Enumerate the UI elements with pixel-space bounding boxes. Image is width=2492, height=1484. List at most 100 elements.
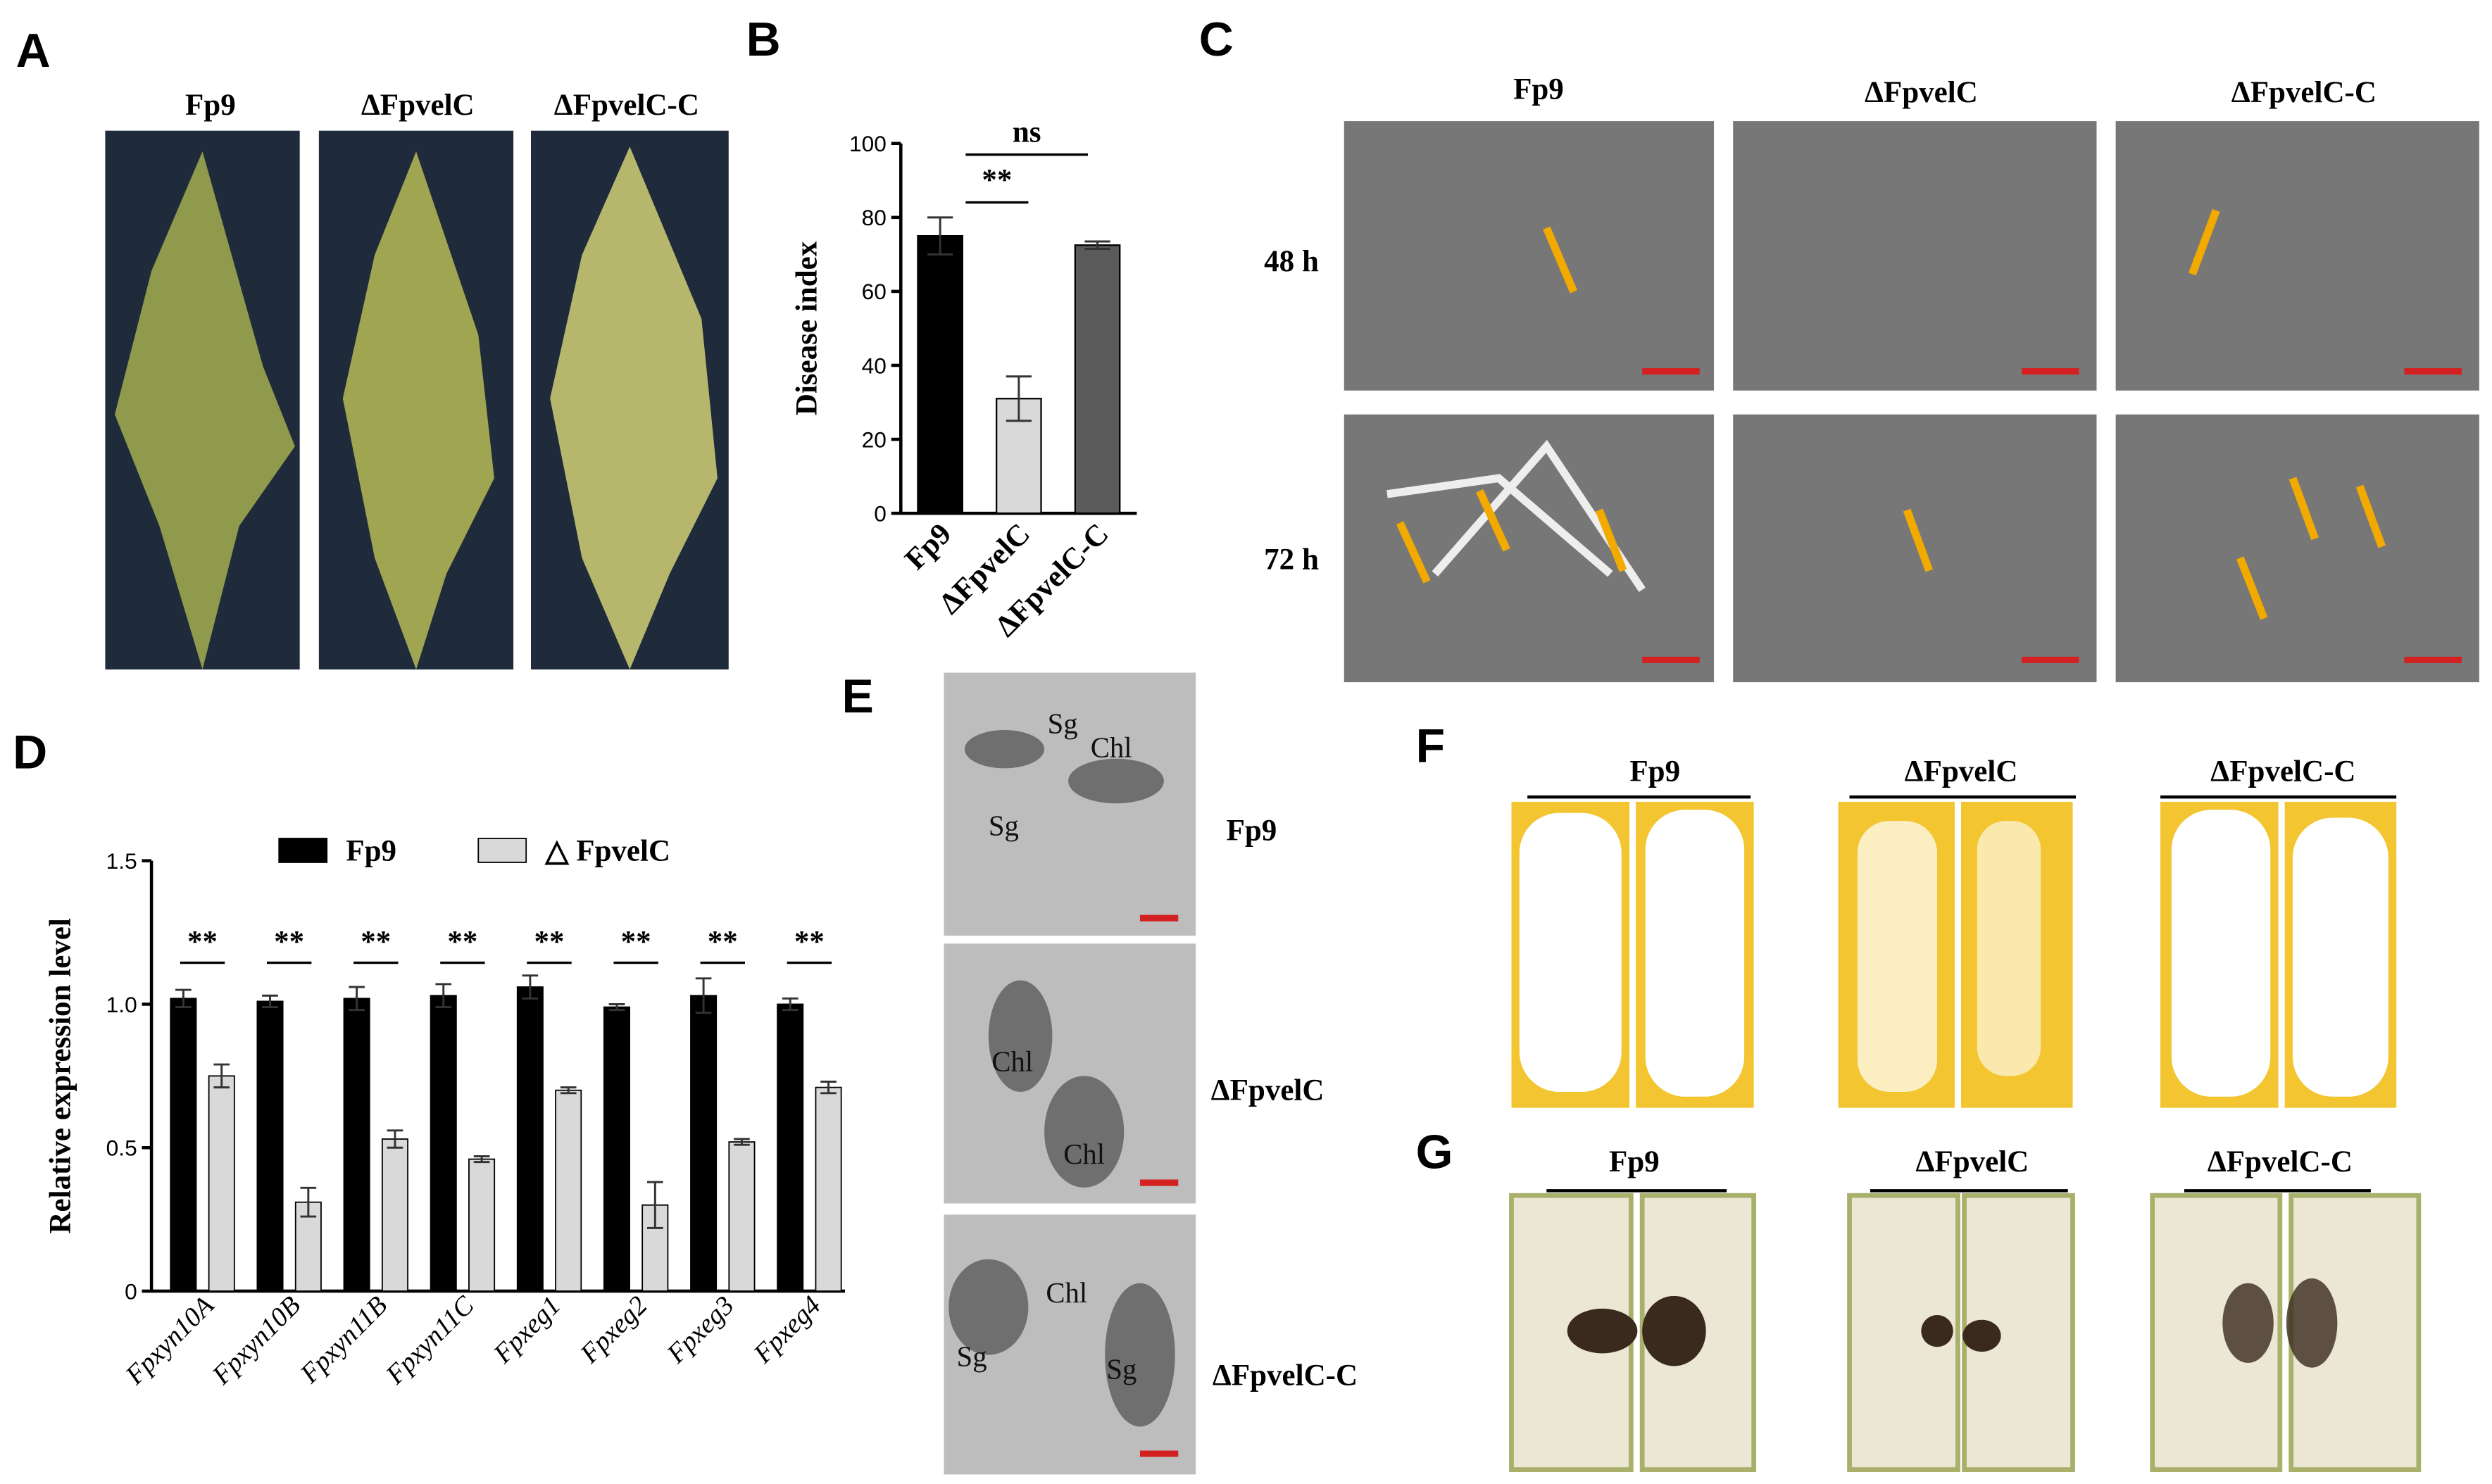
images	[105, 121, 2479, 1475]
label: ΔFpvelC	[1211, 1074, 1325, 1107]
panel-letters: A B C D E F G	[13, 13, 1453, 1178]
annotation: Chl	[1063, 1138, 1105, 1170]
y-tick-label: 60	[862, 279, 887, 304]
annotation: Sg	[1048, 708, 1078, 740]
x-tick-label: Fpxeg2	[575, 1290, 653, 1369]
label: ΔFpvelC	[1905, 755, 2018, 788]
bar	[256, 1000, 284, 1292]
x-tick-label: Fpxyn11C	[380, 1290, 481, 1390]
bar	[170, 998, 197, 1292]
x-tick-label: Fpxeg1	[487, 1290, 566, 1369]
significance-label: **	[361, 926, 391, 959]
error-bar	[435, 983, 452, 1009]
panel-labels: Fp9 ΔFpvelC ΔFpvelC-C Fp9 ΔFpvelC ΔFpvel…	[185, 73, 2377, 1392]
error-bar	[734, 1138, 750, 1146]
significance-label: **	[621, 926, 651, 959]
tem-annotations: Sg Chl Sg Chl Chl Chl Sg Sg	[957, 708, 1137, 1385]
significance-label: **	[982, 163, 1012, 196]
label: ΔFpvelC	[1915, 1145, 2029, 1178]
error-bar	[522, 974, 539, 1000]
bar	[690, 995, 718, 1292]
label: ΔFpvelC-C	[2231, 76, 2377, 109]
error-bar	[560, 1086, 577, 1095]
error-bar	[262, 994, 278, 1009]
label: Fp9	[1609, 1145, 1660, 1178]
panel-letter: B	[746, 13, 781, 66]
significance-label: **	[447, 926, 477, 959]
error-bar	[175, 988, 192, 1009]
x-tick-label: Fp9	[899, 517, 958, 577]
label: ΔFpvelC-C	[554, 89, 699, 122]
bar	[728, 1141, 756, 1292]
legend-swatch	[278, 838, 328, 863]
bar	[555, 1089, 582, 1292]
bar	[516, 986, 544, 1292]
error-bar	[646, 1181, 663, 1229]
panel-letter: D	[13, 726, 47, 779]
bar	[381, 1138, 408, 1292]
y-tick-label: 0	[874, 501, 887, 526]
annotation: Sg	[957, 1340, 987, 1372]
y-tick-label: 80	[862, 205, 887, 230]
bar	[208, 1075, 235, 1292]
annotation: Chl	[1046, 1277, 1087, 1309]
y-tick-label: 1.0	[106, 992, 137, 1017]
annotation: Sg	[989, 810, 1019, 841]
x-tick-label: Fpxeg4	[748, 1290, 827, 1369]
label: Fp9	[1227, 814, 1277, 847]
significance-label: **	[187, 926, 218, 959]
error-bar	[1084, 240, 1110, 250]
x-tick-label: Fpxyn10A	[120, 1290, 220, 1391]
y-tick-label: 20	[862, 427, 887, 452]
label: ΔFpvelC	[1865, 76, 1978, 109]
label: Fp9	[1513, 73, 1564, 106]
legend-swatch	[477, 838, 527, 863]
y-tick-label: 0.5	[106, 1136, 137, 1161]
bar	[777, 1003, 804, 1292]
significance-label: **	[708, 926, 738, 959]
y-tick-label: 100	[849, 131, 887, 156]
x-tick-label: Fpxeg3	[661, 1290, 740, 1369]
panel-letter: E	[842, 670, 874, 723]
y-tick-label: 40	[862, 353, 887, 378]
error-bar	[608, 1002, 625, 1012]
significance-label: **	[534, 926, 565, 959]
bar	[430, 995, 457, 1292]
significance-label: **	[794, 926, 825, 959]
panel-letter: C	[1199, 13, 1234, 66]
error-bar	[387, 1129, 403, 1149]
error-bar	[213, 1063, 230, 1089]
panel-letter: G	[1416, 1126, 1453, 1179]
y-tick-label: 0	[125, 1278, 137, 1304]
label: ΔFpvelC-C	[2208, 1145, 2353, 1178]
bar	[468, 1158, 496, 1292]
bar	[603, 1006, 630, 1292]
error-bar	[349, 986, 365, 1012]
error-bar	[782, 997, 799, 1012]
label: ΔFpvelC-C	[1213, 1359, 1358, 1392]
y-axis-label: Disease index	[790, 241, 823, 415]
error-bar	[820, 1081, 837, 1095]
panel-letter: A	[16, 25, 51, 77]
annotation: Sg	[1106, 1354, 1137, 1385]
label: 48 h	[1264, 245, 1319, 278]
legend-label: Fp9	[346, 835, 396, 868]
x-tick-label: Fpxyn11B	[294, 1290, 393, 1389]
label: Fp9	[1629, 755, 1680, 788]
label: 72 h	[1264, 543, 1319, 576]
significance-label: ns	[1013, 116, 1041, 149]
error-bar	[927, 216, 953, 256]
bar	[917, 234, 963, 515]
label: ΔFpvelC	[361, 89, 475, 122]
error-bar	[473, 1155, 490, 1164]
x-tick-label: Fpxyn10B	[206, 1290, 306, 1390]
error-bar	[695, 977, 712, 1014]
bar	[343, 998, 370, 1292]
annotation: Chl	[1091, 732, 1132, 764]
bar	[815, 1086, 842, 1292]
legend-label: △ FpvelC	[544, 835, 670, 868]
label: Fp9	[185, 89, 236, 122]
y-tick-label: 1.5	[106, 848, 137, 874]
y-axis-label: Relative expression level	[44, 918, 77, 1233]
